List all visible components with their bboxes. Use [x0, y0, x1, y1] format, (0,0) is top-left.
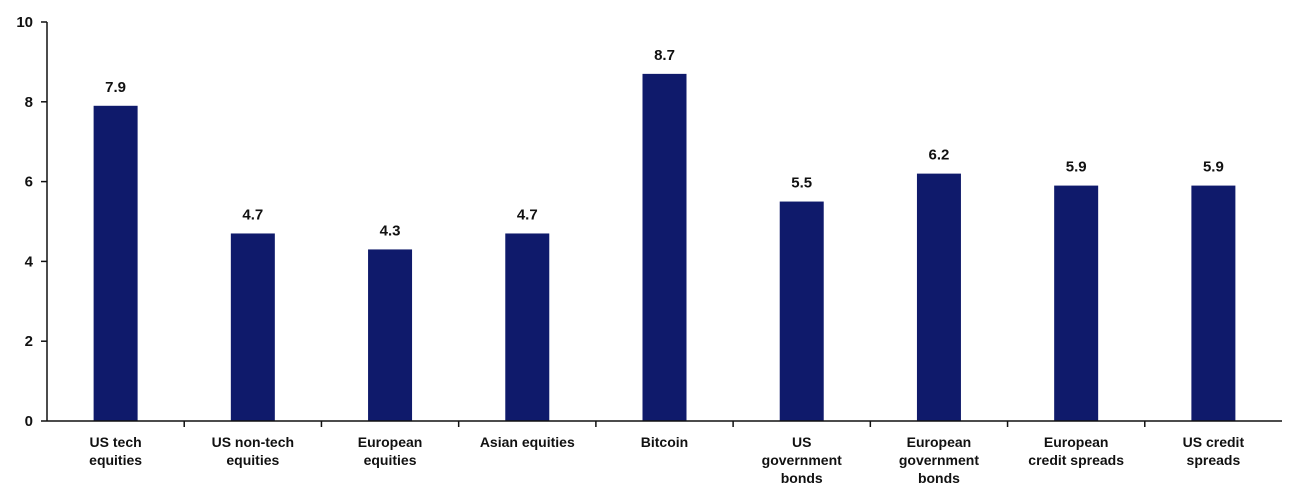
x-tick-label-line: bonds	[781, 470, 823, 486]
x-tick-label-line: government	[899, 452, 979, 468]
x-tick-label-line: spreads	[1187, 452, 1241, 468]
x-tick-label-line: credit spreads	[1028, 452, 1124, 468]
y-tick-label: 2	[25, 333, 33, 350]
x-tick-label-line: equities	[89, 452, 142, 468]
x-tick-label-line: European	[907, 434, 972, 450]
x-tick-label: European government bonds	[899, 434, 979, 486]
x-tick-label: Asian equities	[480, 434, 575, 450]
data-label: 4.3	[380, 222, 401, 239]
x-tick-label-line: equities	[364, 452, 417, 468]
bar	[1054, 185, 1099, 421]
x-tick-label-line: US non-tech	[212, 434, 294, 450]
y-tick-label: 10	[16, 14, 33, 31]
x-tick-label-line: government	[762, 452, 842, 468]
x-tick-label-line: European	[1044, 434, 1109, 450]
y-tick-label: 8	[25, 94, 33, 111]
bar	[642, 73, 687, 422]
data-labels: 7.9 4.7 4.3 4.7 8.7 5.5 6.2 5.9 5.9	[105, 47, 1224, 240]
data-label: 5.5	[791, 175, 812, 192]
bar	[230, 233, 275, 421]
x-tick-label: Bitcoin	[641, 434, 688, 450]
x-tick-label-line: bonds	[918, 470, 960, 486]
bar	[368, 249, 413, 421]
bar	[779, 201, 824, 421]
x-tick-label-line: equities	[226, 452, 279, 468]
x-tick-label-line: Bitcoin	[641, 434, 688, 450]
x-tick-label-line: Asian equities	[480, 434, 575, 450]
y-tick-label: 0	[25, 413, 33, 430]
bar	[505, 233, 550, 421]
y-axis: 0 2 4 6 8 10	[16, 14, 48, 430]
x-tick-label: US government bonds	[762, 434, 842, 486]
data-label: 4.7	[517, 206, 538, 223]
data-label: 5.9	[1066, 159, 1087, 176]
x-tick-label-line: European	[358, 434, 423, 450]
x-tick-label-line: US	[792, 434, 811, 450]
x-tick-label: European equities	[358, 434, 423, 468]
data-label: 7.9	[105, 79, 126, 96]
data-label: 6.2	[929, 147, 950, 164]
data-label: 4.7	[242, 206, 263, 223]
x-tick-label-line: US tech	[90, 434, 142, 450]
data-label: 5.9	[1203, 159, 1224, 176]
y-tick-label: 4	[25, 253, 34, 270]
x-tick-label-line: US credit	[1183, 434, 1245, 450]
y-tick-label: 6	[25, 174, 33, 191]
x-tick-label: US non-tech equities	[212, 434, 294, 468]
x-tick-label: European credit spreads	[1028, 434, 1124, 468]
bar	[1191, 185, 1236, 421]
bar	[916, 173, 961, 421]
x-tick-label: US tech equities	[89, 434, 142, 468]
data-label: 8.7	[654, 47, 675, 64]
bars	[93, 73, 1236, 422]
x-tick-label: US credit spreads	[1183, 434, 1245, 468]
bar	[93, 105, 138, 421]
